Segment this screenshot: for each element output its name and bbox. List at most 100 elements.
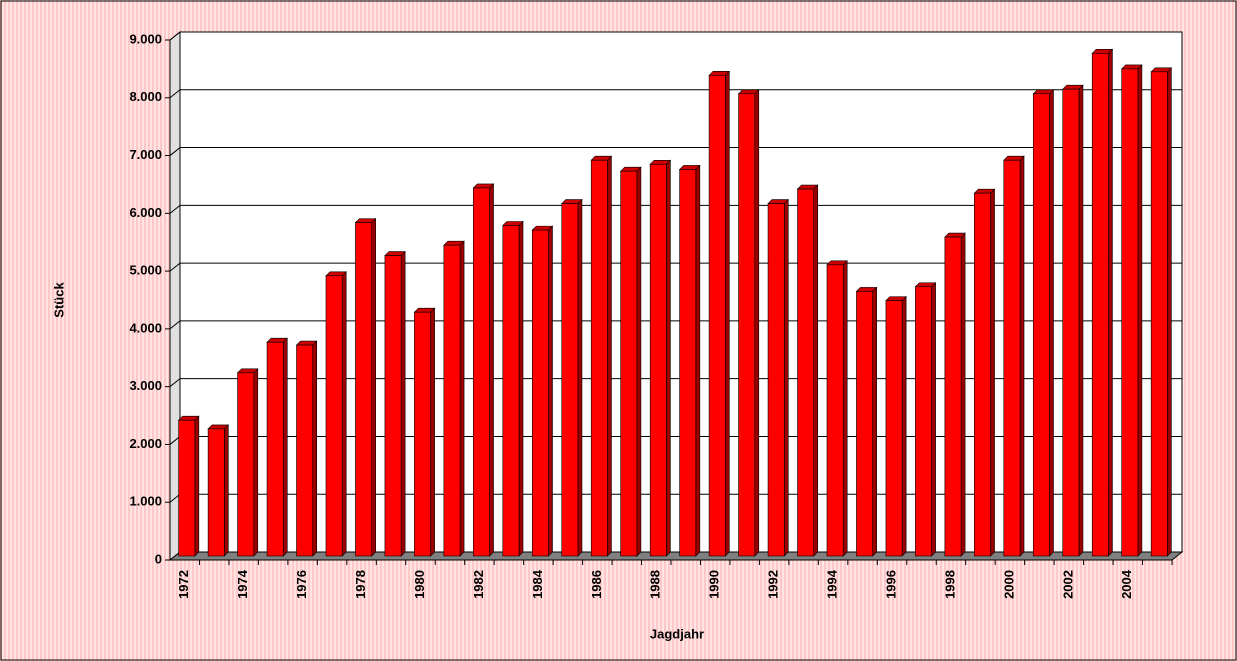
x-tick-label: 1984 [530,569,545,599]
bar-side [902,297,906,556]
bar-side [372,219,376,556]
bar [267,342,283,556]
bar-top [680,165,700,169]
bar-top [739,90,759,94]
y-tick-label: 5.000 [129,263,162,278]
bar-side [254,369,258,556]
bar [709,75,725,556]
bar-top [1063,85,1083,89]
y-axis-label: Stück [51,282,66,318]
bar-top [532,226,552,230]
bar-top [503,222,523,226]
y-tick-label: 3.000 [129,378,162,393]
bar [297,345,313,556]
bar-top [385,252,405,256]
bar-side [460,241,464,556]
y-tick-label: 7.000 [129,147,162,162]
bar-side [578,200,582,556]
x-tick-label: 2000 [1001,570,1016,599]
y-tick-label: 6.000 [129,205,162,220]
bar [798,189,814,556]
bar [385,256,401,556]
bar-top [562,200,582,204]
bar [1092,53,1108,556]
bar-side [961,233,965,556]
bar-top [444,241,464,245]
x-tick-label: 1986 [589,570,604,599]
bar-top [1151,68,1171,72]
bar [1151,72,1167,556]
bar-top [355,219,375,223]
bar-side [814,185,818,556]
x-tick-label: 1974 [235,569,250,599]
bar [326,276,342,556]
bar-side [1108,49,1112,556]
bar-side [755,90,759,556]
bar-side [548,226,552,556]
bar [650,164,666,556]
bar-side [431,308,435,556]
x-tick-label: 2002 [1060,570,1075,599]
x-tick-label: 1996 [883,570,898,599]
bar-top [709,71,729,75]
bar-top [886,297,906,301]
bar-side [932,283,936,556]
bar-top [326,272,346,276]
bar [768,204,784,556]
bar [915,287,931,556]
x-tick-label: 1982 [471,570,486,599]
bar [1122,69,1138,556]
bar [739,94,755,556]
x-tick-label: 1976 [294,570,309,599]
bar-top [1122,65,1142,69]
bar [532,230,548,556]
bar [208,429,224,556]
floor [170,552,1182,560]
x-tick-label: 1992 [766,570,781,599]
bar-top [915,283,935,287]
x-tick-label: 2004 [1119,569,1134,599]
chart-area: Stück Jagdjahr 01.0002.0003.0004.0005.00… [0,0,1237,661]
bar-side [1020,156,1024,556]
bar [945,237,961,556]
bar-top [591,156,611,160]
bar-side [401,252,405,556]
x-tick-label: 1990 [707,570,722,599]
x-tick-label: 1998 [942,570,957,599]
bar-side [784,200,788,556]
bar [1033,94,1049,556]
bar-side [696,165,700,556]
bar-top [208,425,228,429]
bar-side [195,416,199,556]
bar-top [414,308,434,312]
bar [503,226,519,556]
bar-top [267,338,287,342]
bar [886,301,902,556]
y-tick-label: 0 [155,551,162,566]
bar [179,420,195,556]
bar-side [666,160,670,556]
bar-top [1004,156,1024,160]
bar-top [768,200,788,204]
y-tick-label: 2.000 [129,436,162,451]
bar [621,171,637,556]
bar-top [1092,49,1112,53]
x-tick-label: 1980 [412,570,427,599]
bar-top [798,185,818,189]
x-tick-label: 1978 [353,570,368,599]
bar-top [238,369,258,373]
bar-side [637,167,641,556]
bar [355,223,371,556]
x-axis-label: Jagdjahr [650,626,704,641]
chart: Stück Jagdjahr 01.0002.0003.0004.0005.00… [0,0,1237,661]
bar-side [1138,65,1142,556]
bar-side [1079,85,1083,556]
bar-top [297,341,317,345]
bar-side [843,261,847,556]
y-tick-label: 9.000 [129,31,162,46]
bar-top [650,160,670,164]
bar [444,245,460,556]
bar-top [473,184,493,188]
bar [856,291,872,556]
y-tick-label: 8.000 [129,89,162,104]
